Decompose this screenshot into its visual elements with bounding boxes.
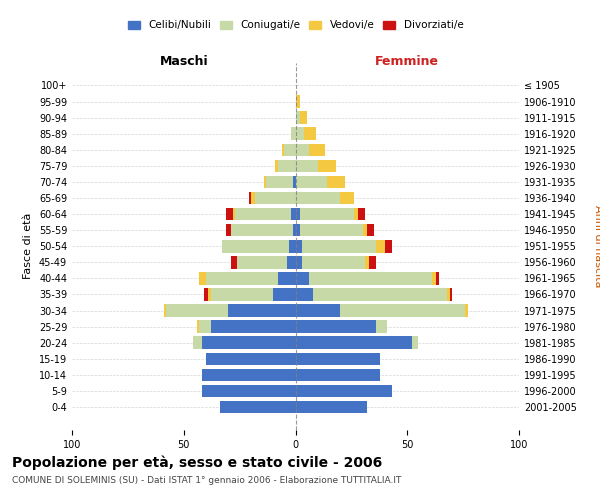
- Bar: [278, 160, 296, 172]
- Bar: [238, 256, 287, 268]
- Bar: [220, 401, 296, 413]
- Bar: [193, 336, 202, 349]
- Bar: [202, 384, 296, 397]
- Text: Femmine: Femmine: [375, 55, 439, 68]
- Bar: [251, 192, 255, 204]
- Bar: [273, 288, 296, 301]
- Bar: [466, 304, 467, 317]
- Bar: [304, 128, 316, 140]
- Bar: [340, 304, 466, 317]
- Text: Popolazione per età, sesso e stato civile - 2006: Popolazione per età, sesso e stato civil…: [12, 455, 382, 469]
- Bar: [230, 224, 293, 236]
- Bar: [296, 384, 392, 397]
- Bar: [432, 272, 436, 284]
- Bar: [199, 320, 211, 333]
- Bar: [358, 208, 365, 220]
- Bar: [369, 256, 376, 268]
- Bar: [340, 192, 353, 204]
- Bar: [248, 192, 251, 204]
- Bar: [296, 256, 302, 268]
- Bar: [296, 368, 380, 381]
- Text: COMUNE DI SOLEMINIS (SU) - Dati ISTAT 1° gennaio 2006 - Elaborazione TUTTITALIA.: COMUNE DI SOLEMINIS (SU) - Dati ISTAT 1°…: [12, 476, 401, 485]
- Bar: [448, 288, 450, 301]
- Bar: [296, 336, 412, 349]
- Bar: [296, 160, 318, 172]
- Bar: [296, 208, 300, 220]
- Bar: [385, 240, 392, 252]
- Bar: [255, 192, 296, 204]
- Bar: [296, 288, 313, 301]
- Bar: [289, 240, 296, 252]
- Bar: [296, 176, 327, 188]
- Bar: [293, 176, 296, 188]
- Bar: [296, 401, 367, 413]
- Bar: [302, 256, 365, 268]
- Bar: [208, 288, 211, 301]
- Bar: [296, 112, 300, 124]
- Bar: [302, 240, 376, 252]
- Bar: [284, 144, 296, 156]
- Bar: [287, 256, 296, 268]
- Legend: Celibi/Nubili, Coniugati/e, Vedovi/e, Divorziati/e: Celibi/Nubili, Coniugati/e, Vedovi/e, Di…: [124, 16, 467, 34]
- Bar: [300, 224, 362, 236]
- Bar: [202, 368, 296, 381]
- Bar: [278, 272, 296, 284]
- Bar: [296, 144, 309, 156]
- Bar: [353, 208, 358, 220]
- Bar: [204, 288, 208, 301]
- Bar: [367, 224, 374, 236]
- Bar: [436, 272, 439, 284]
- Bar: [362, 224, 367, 236]
- Bar: [376, 320, 387, 333]
- Bar: [313, 288, 448, 301]
- Bar: [164, 304, 166, 317]
- Bar: [211, 288, 273, 301]
- Bar: [296, 96, 300, 108]
- Bar: [291, 128, 296, 140]
- Bar: [412, 336, 418, 349]
- Bar: [275, 160, 278, 172]
- Bar: [296, 240, 302, 252]
- Bar: [230, 256, 238, 268]
- Bar: [282, 144, 284, 156]
- Bar: [296, 224, 300, 236]
- Bar: [226, 208, 233, 220]
- Bar: [296, 192, 340, 204]
- Bar: [300, 112, 307, 124]
- Bar: [365, 256, 369, 268]
- Bar: [296, 304, 340, 317]
- Bar: [222, 240, 289, 252]
- Bar: [318, 160, 336, 172]
- Bar: [226, 224, 230, 236]
- Bar: [296, 272, 309, 284]
- Y-axis label: Fasce di età: Fasce di età: [23, 213, 33, 280]
- Y-axis label: Anni di nascita: Anni di nascita: [593, 205, 600, 288]
- Bar: [206, 352, 296, 365]
- Bar: [296, 352, 380, 365]
- Bar: [166, 304, 229, 317]
- Bar: [199, 272, 206, 284]
- Bar: [197, 320, 199, 333]
- Bar: [309, 272, 432, 284]
- Bar: [296, 128, 304, 140]
- Bar: [266, 176, 293, 188]
- Bar: [296, 320, 376, 333]
- Bar: [327, 176, 344, 188]
- Bar: [300, 208, 353, 220]
- Bar: [450, 288, 452, 301]
- Bar: [293, 224, 296, 236]
- Bar: [264, 176, 266, 188]
- Bar: [235, 208, 291, 220]
- Bar: [211, 320, 296, 333]
- Bar: [291, 208, 296, 220]
- Bar: [202, 336, 296, 349]
- Bar: [229, 304, 296, 317]
- Bar: [376, 240, 385, 252]
- Bar: [206, 272, 278, 284]
- Bar: [309, 144, 325, 156]
- Bar: [233, 208, 235, 220]
- Text: Maschi: Maschi: [160, 55, 208, 68]
